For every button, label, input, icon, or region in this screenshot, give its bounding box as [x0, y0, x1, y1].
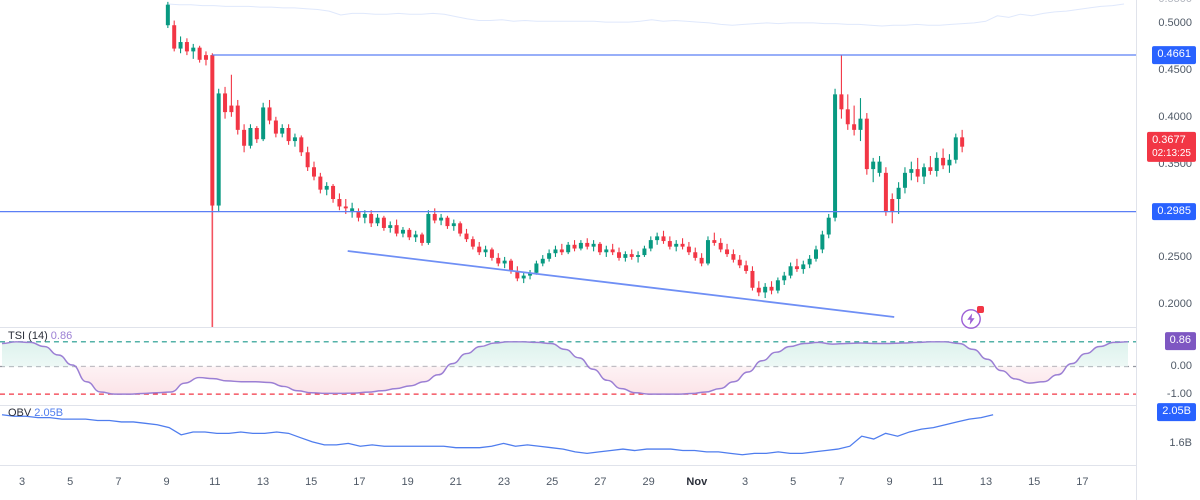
obv-legend[interactable]: OBV 2.05B [8, 407, 63, 419]
tsi-series [0, 341, 1136, 395]
resistance-level-badge[interactable]: 0.4661 [1152, 46, 1196, 64]
time-tick-label: 7 [838, 476, 845, 488]
price-tick-label-clipped: 0.5500 [1158, 0, 1192, 5]
time-tick-label: 19 [401, 476, 414, 488]
price-axis[interactable]: 0.50000.45000.40000.35000.25000.20000.55… [1137, 0, 1200, 465]
time-axis[interactable]: 3 5 7 9 11 13 15 17 19 21 23 25 27 29 Nov 3 5 7 9 11 13 15 17 [0, 465, 1137, 500]
tsi-pane[interactable]: TSI (14) 0.86 [0, 327, 1137, 405]
tsi-tick-label: 0.00 [1170, 360, 1192, 372]
obv-tick-label: 1.6B [1169, 437, 1192, 449]
tsi-legend[interactable]: TSI (14) 0.86 [8, 330, 72, 342]
notification-dot [977, 306, 984, 313]
time-tick-label: 13 [979, 476, 993, 488]
obv-legend-name: OBV [8, 407, 32, 419]
candlestick-series [165, 1, 965, 327]
time-tick-label: 27 [594, 476, 607, 488]
drawing-overlays[interactable] [0, 0, 1136, 327]
tsi-legend-name: TSI (14) [8, 330, 48, 342]
price-tick-label: 0.4000 [1158, 110, 1192, 123]
obv-value-badge[interactable]: 2.05B [1157, 403, 1196, 421]
lightning-bolt-glyph [961, 309, 981, 329]
obv-series [1, 414, 994, 456]
price-tick-label: 0.2500 [1158, 250, 1192, 263]
price-pane[interactable] [0, 0, 1137, 327]
time-tick-label: 17 [353, 476, 366, 488]
time-tick-label: 15 [305, 476, 318, 488]
time-tick-label: 9 [886, 476, 893, 488]
price-tick-label: 0.5000 [1158, 17, 1192, 30]
tsi-tick-label: -1.00 [1166, 388, 1192, 400]
obv-ghost-line [167, 3, 1125, 27]
time-tick-label: 9 [163, 476, 170, 488]
time-tick-label: Nov [686, 476, 708, 488]
time-tick-label: 5 [67, 476, 74, 488]
time-tick-label: 15 [1028, 476, 1041, 488]
obv-pane[interactable]: OBV 2.05B [0, 405, 1137, 465]
lightning-alert-icon[interactable] [959, 306, 984, 331]
time-tick-label: 21 [449, 476, 462, 488]
time-tick-label: 17 [1076, 476, 1089, 488]
time-tick-label: 5 [790, 476, 797, 488]
tsi-value-badge[interactable]: 0.86 [1164, 332, 1196, 350]
time-tick-label: 7 [115, 476, 122, 488]
time-tick-label: 3 [18, 476, 26, 488]
support-level-badge[interactable]: 0.2985 [1152, 202, 1196, 221]
tsi-legend-value: 0.86 [50, 330, 73, 342]
time-tick-label: 23 [497, 476, 511, 488]
time-tick-label: 11 [932, 476, 944, 488]
price-tick-label: 0.4500 [1158, 64, 1192, 77]
obv-legend-value: 2.05B [34, 407, 64, 419]
time-tick-label: 29 [642, 476, 655, 488]
time-tick-label: 25 [546, 476, 559, 488]
time-tick-label: 11 [209, 476, 221, 488]
time-tick-label: 13 [256, 476, 270, 488]
countdown-timer: 02:13:25 [1152, 147, 1191, 159]
last-price-badge[interactable]: 0.3677 02:13:25 [1147, 131, 1196, 163]
price-tick-label: 0.2000 [1158, 297, 1192, 310]
time-tick-label: 3 [741, 476, 749, 488]
